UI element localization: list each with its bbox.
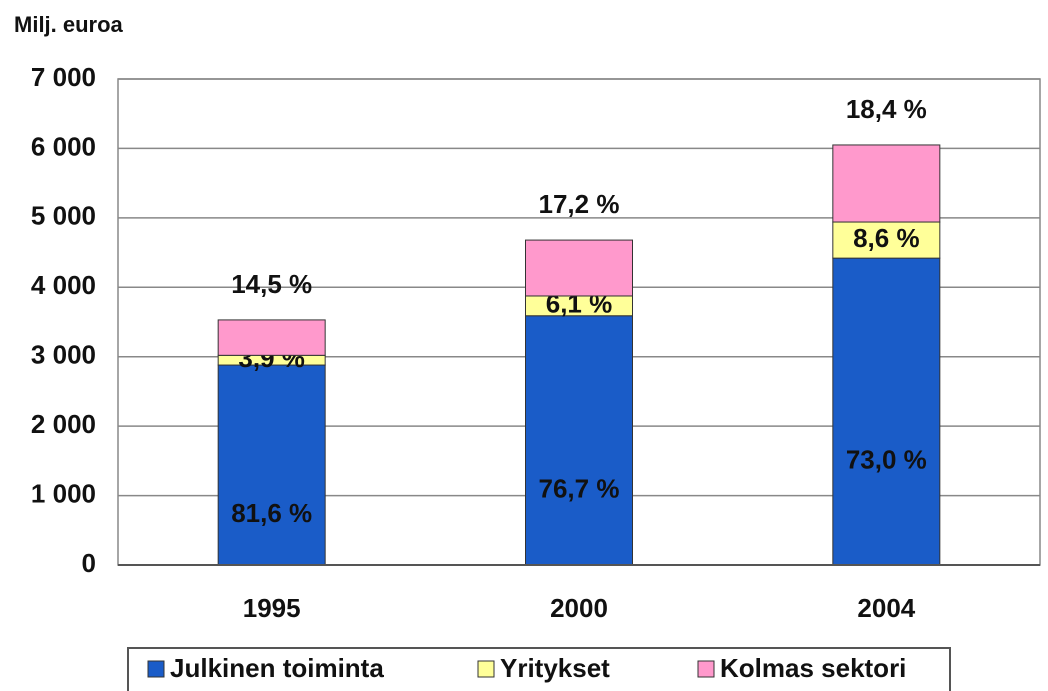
- legend-label: Yritykset: [500, 653, 610, 683]
- y-tick-label: 4 000: [31, 270, 96, 300]
- y-tick-label: 0: [82, 548, 96, 578]
- y-tick-label: 2 000: [31, 409, 96, 439]
- bar-segment: [832, 221, 941, 259]
- legend-swatch: [147, 660, 165, 678]
- legend-swatch: [477, 660, 495, 678]
- data-label: 8,6 %: [853, 223, 920, 253]
- x-tick-label: 2004: [857, 593, 915, 623]
- legend-label: Julkinen toiminta: [170, 653, 384, 683]
- y-axis-label: Milj. euroa: [14, 12, 124, 37]
- data-label: 18,4 %: [846, 94, 927, 124]
- legend-box: [127, 647, 951, 691]
- legend-swatch: [697, 660, 715, 678]
- bar-segment: [832, 257, 941, 566]
- data-label: 81,6 %: [231, 498, 312, 528]
- data-label: 73,0 %: [846, 444, 927, 474]
- legend-label: Kolmas sektori: [720, 653, 906, 683]
- bar-segment: [832, 144, 941, 223]
- x-tick-label: 1995: [243, 593, 301, 623]
- data-label: 14,5 %: [231, 269, 312, 299]
- bar-segment: [217, 319, 326, 356]
- y-tick-label: 6 000: [31, 131, 96, 161]
- bar-segment: [525, 315, 633, 566]
- bar-segment: [525, 239, 633, 297]
- bar-segment: [217, 364, 326, 566]
- x-tick-label: 2000: [550, 593, 608, 623]
- data-label: 76,7 %: [539, 473, 620, 503]
- data-label: 17,2 %: [539, 189, 620, 219]
- y-tick-label: 3 000: [31, 340, 96, 370]
- y-tick-label: 5 000: [31, 201, 96, 231]
- y-tick-label: 1 000: [31, 478, 96, 508]
- y-tick-label: 7 000: [31, 62, 96, 92]
